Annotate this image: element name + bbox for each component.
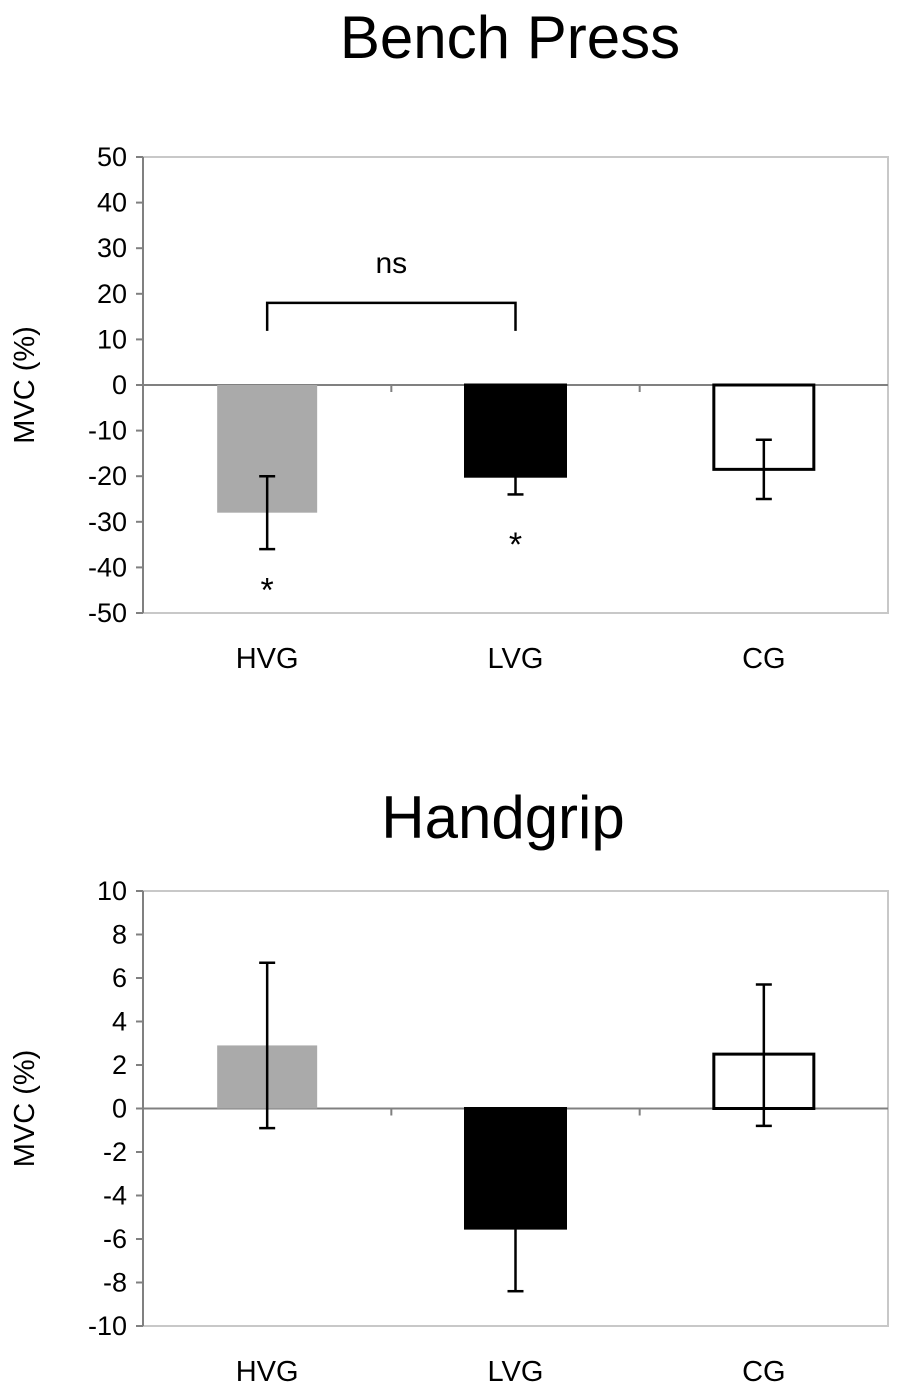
y-tick-label: 2 <box>112 1050 127 1080</box>
y-tick-label: 50 <box>97 142 127 172</box>
chart-title: Bench Press <box>340 4 680 71</box>
y-tick-label: -20 <box>88 461 127 491</box>
y-tick-label: -4 <box>103 1181 127 1211</box>
category-label: HVG <box>236 643 299 675</box>
chart-panel-1: Handgrip 10 8 6 4 2 0 -2 -4 -6 -8 -10 MVC (%) HVG LVG C… <box>9 784 889 1388</box>
bar-lvg <box>464 383 567 478</box>
category-label: LVG <box>488 643 544 675</box>
y-tick-label: 10 <box>97 876 127 906</box>
y-tick-label: -6 <box>103 1224 127 1254</box>
category-label: CG <box>742 643 786 675</box>
y-tick-label: -8 <box>103 1268 127 1298</box>
y-tick-label: 8 <box>112 920 127 950</box>
significance-bracket <box>265 301 517 331</box>
y-tick-label: 6 <box>112 963 127 993</box>
y-tick-label: -30 <box>88 507 127 537</box>
significance-star: * <box>261 572 274 610</box>
y-tick-label: 30 <box>97 233 127 263</box>
y-tick-label: -40 <box>88 552 127 582</box>
bar-lvg <box>464 1107 567 1230</box>
y-tick-label: -10 <box>88 416 127 446</box>
y-tick-label: 20 <box>97 279 127 309</box>
category-label: CG <box>742 1356 786 1388</box>
category-label: LVG <box>488 1356 544 1388</box>
y-tick-label: 0 <box>112 1094 127 1124</box>
y-tick-label: 0 <box>112 370 127 400</box>
significance-star: * <box>509 526 522 564</box>
y-tick-label: 10 <box>97 324 127 354</box>
y-tick-label: -10 <box>88 1311 127 1341</box>
y-tick-label: -2 <box>103 1137 127 1167</box>
chart-title: Handgrip <box>381 784 625 851</box>
y-tick-label: -50 <box>88 598 127 628</box>
chart-panel-0: Bench Press 50 40 30 20 10 0 -10 -20 -30 -40 -50 MVC… <box>9 4 889 675</box>
y-axis-title: MVC (%) <box>9 1050 41 1168</box>
category-label: HVG <box>236 1356 299 1388</box>
y-tick-label: 4 <box>112 1007 127 1037</box>
significance-label: ns <box>375 247 407 280</box>
y-axis-title: MVC (%) <box>9 326 41 444</box>
y-tick-label: 40 <box>97 188 127 218</box>
